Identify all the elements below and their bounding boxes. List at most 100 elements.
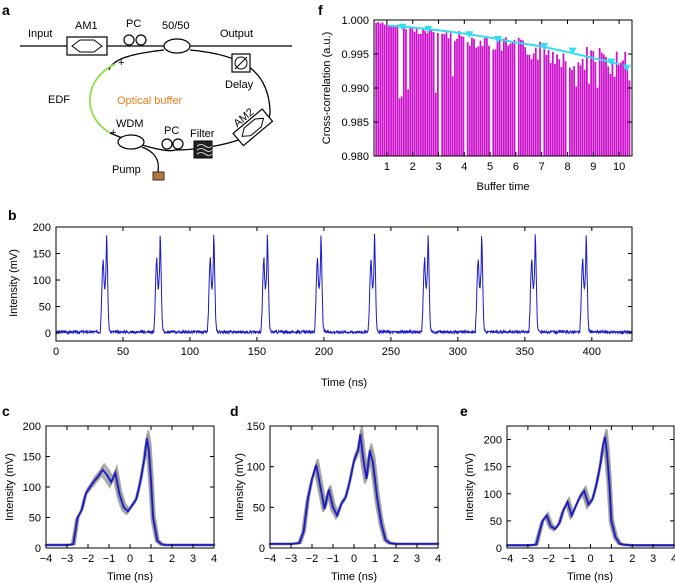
chart-f-gap-bar bbox=[488, 20, 492, 156]
chart-f-xtick-label: 8 bbox=[564, 161, 570, 173]
chart-d-xtick-label: 0 bbox=[351, 553, 357, 565]
chart-f-bar bbox=[413, 31, 416, 157]
chart-f-xtick-label: 4 bbox=[461, 161, 467, 173]
chart-e-ytick-label: 100 bbox=[484, 489, 502, 501]
chart-f-bar bbox=[551, 51, 554, 156]
chart-f-trend-line bbox=[386, 24, 620, 66]
chart-f-bar bbox=[426, 33, 429, 157]
panel-label-e: e bbox=[460, 403, 468, 419]
filter-icon bbox=[196, 144, 213, 156]
chart-f-ytick-label: 0.995 bbox=[341, 49, 369, 61]
chart-f-bar bbox=[503, 38, 505, 156]
chart-f-bar bbox=[388, 25, 390, 156]
chart-c-xtick-label: 3 bbox=[190, 553, 196, 565]
chart-f-ylabel: Cross-correlation (a.u.) bbox=[321, 32, 333, 144]
chart-f-bar bbox=[600, 52, 603, 156]
chart-e-xtick-label: 1 bbox=[608, 553, 614, 565]
chart-f-bar bbox=[392, 26, 395, 156]
chart-f-bar bbox=[547, 50, 550, 156]
chart-e-xtick-label: 2 bbox=[629, 553, 635, 565]
chart-b-frame bbox=[55, 226, 633, 342]
chart-f-bar bbox=[443, 34, 446, 156]
chart-c-shade-trace bbox=[47, 430, 216, 546]
chart-d: −4 −3 −2 −1 0 1 2 3 4 0 50 100 150 Intensity (mV) Ti… bbox=[234, 421, 441, 583]
chart-d-shade-trace bbox=[269, 437, 438, 546]
wdm-coupler bbox=[117, 134, 145, 150]
chart-f-bar bbox=[524, 47, 527, 156]
chart-c: −4 −3 −2 −1 0 1 2 3 4 0 50 100 150 200 Intensity (mV)… bbox=[4, 421, 217, 583]
chart-d-xtick-label: 2 bbox=[393, 553, 399, 565]
splice-mark-top-icon: + bbox=[118, 57, 124, 69]
delay-slash-icon bbox=[234, 56, 248, 70]
chart-d-ytick-label: 0 bbox=[259, 543, 265, 555]
delay-icon bbox=[234, 56, 248, 70]
chart-f-bar bbox=[456, 38, 458, 157]
chart-b-ytick-label: 0 bbox=[45, 328, 51, 340]
chart-f-bar bbox=[598, 47, 601, 157]
chart-e-xlabel: Time (ns) bbox=[567, 571, 613, 583]
chart-f-bar bbox=[611, 59, 614, 156]
chart-c-ylabel: Intensity (mV) bbox=[4, 453, 16, 521]
chart-f-ytick-label: 0.985 bbox=[341, 117, 369, 129]
chart-c-shade-trace bbox=[46, 434, 215, 546]
chart-f-bar bbox=[441, 33, 444, 156]
chart-f-bar bbox=[500, 50, 503, 157]
chart-f-bar bbox=[592, 51, 595, 157]
chart-c-mean-line bbox=[46, 438, 214, 546]
chart-f-bar bbox=[575, 86, 578, 156]
chart-e-mean-line bbox=[507, 436, 674, 547]
chart-f-bar bbox=[379, 23, 382, 156]
chart-c-ytick-label: 50 bbox=[29, 513, 41, 525]
coupler-label: 50/50 bbox=[162, 20, 190, 32]
chart-f-bar bbox=[402, 27, 405, 156]
chart-d-xtick-label: 4 bbox=[435, 553, 441, 565]
chart-e-shade-trace bbox=[506, 440, 674, 547]
chart-c-xlabel: Time (ns) bbox=[107, 571, 153, 583]
input-label: Input bbox=[28, 28, 52, 40]
chart-c-xtick-label: 1 bbox=[148, 553, 154, 565]
chart-b-xtick-label: 250 bbox=[382, 346, 400, 358]
chart-f-bar bbox=[568, 67, 571, 156]
edf-label: EDF bbox=[48, 94, 70, 106]
pc-bottom-label: PC bbox=[164, 125, 179, 137]
chart-f-bar bbox=[396, 24, 399, 156]
chart-f-xtick-label: 7 bbox=[539, 161, 545, 173]
chart-f-bar bbox=[520, 39, 522, 157]
am1-modulator bbox=[66, 36, 108, 56]
panel-label-a: a bbox=[2, 2, 10, 18]
chart-f-bar bbox=[400, 96, 403, 156]
chart-c-xtick-label: 2 bbox=[169, 553, 175, 565]
chart-f-xtick-label: 3 bbox=[435, 161, 441, 173]
chart-f-bar bbox=[434, 92, 437, 156]
chart-b-ytick-label: 150 bbox=[33, 249, 51, 261]
chart-f-bar bbox=[477, 46, 480, 157]
pump-label: Pump bbox=[112, 164, 141, 176]
chart-f-bar bbox=[528, 54, 531, 156]
panel-label-f: f bbox=[318, 2, 323, 18]
chart-f-bar bbox=[620, 62, 622, 156]
chart-f-bar bbox=[615, 51, 618, 156]
setup-schematic: Input AM1 PC 50/50 Output + + EDF Optica… bbox=[20, 18, 292, 181]
chart-d-ytick-label: 150 bbox=[247, 421, 265, 433]
chart-f-bar bbox=[530, 59, 533, 157]
chart-f-bar bbox=[549, 63, 552, 156]
chart-f-xtick-label: 5 bbox=[487, 161, 493, 173]
chart-b-xtick-label: 100 bbox=[181, 346, 199, 358]
chart-f-bar bbox=[437, 33, 439, 156]
chart-d-mean-line bbox=[270, 433, 438, 545]
chart-f-marker bbox=[398, 23, 407, 31]
chart-f-bar bbox=[460, 35, 463, 156]
chart-b-ytick-label: 200 bbox=[33, 222, 51, 234]
chart-e-xtick-label: −4 bbox=[501, 553, 514, 565]
chart-f-bar bbox=[381, 22, 384, 157]
chart-f-bar bbox=[432, 32, 435, 156]
chart-f-bar bbox=[415, 28, 418, 156]
chart-f-bar bbox=[522, 40, 524, 156]
chart-f-bar bbox=[558, 59, 561, 157]
chart-b-xtick-label: 150 bbox=[248, 346, 266, 358]
chart-f-bar bbox=[494, 49, 497, 157]
chart-b-signal-line bbox=[55, 233, 633, 336]
chart-f-bar bbox=[496, 35, 499, 157]
chart-f-bar bbox=[394, 26, 397, 156]
chart-f-bar bbox=[543, 47, 546, 156]
